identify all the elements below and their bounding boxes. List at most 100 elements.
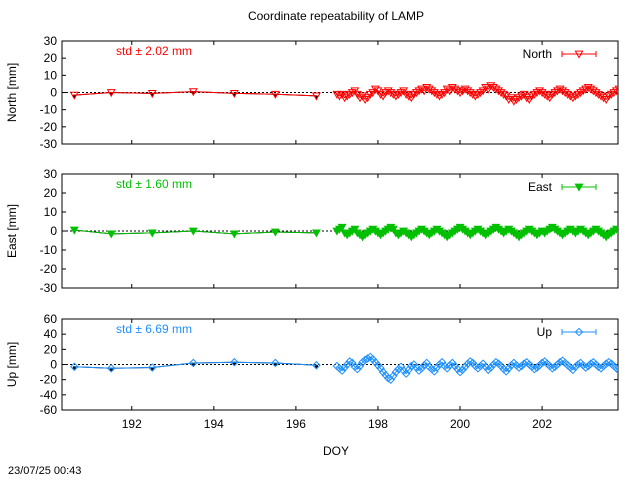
north-hourly-point xyxy=(617,89,618,91)
up-data xyxy=(70,352,640,384)
up-daily-point xyxy=(106,363,116,373)
east-ytick-label: 10 xyxy=(44,205,58,219)
north-hourly-point xyxy=(481,83,491,92)
north-legend-marker xyxy=(574,50,584,59)
up-hourly-point xyxy=(491,357,501,367)
north-hourly-point xyxy=(432,90,442,99)
north-hourly-point xyxy=(631,91,638,97)
north-ytick-label: 30 xyxy=(44,34,58,48)
up-hourly-point xyxy=(414,366,424,375)
east-daily-point xyxy=(106,230,116,239)
north-data xyxy=(69,82,640,106)
up-hourly-point xyxy=(631,362,638,369)
up-hourly-point xyxy=(363,354,373,363)
north-hourly-point xyxy=(626,95,633,101)
north-hourly-point xyxy=(478,87,488,96)
up-hourly-point xyxy=(555,357,565,367)
up-ytick-label: -20 xyxy=(40,373,58,387)
up-hourly-point xyxy=(406,361,416,371)
up-hourly-point xyxy=(358,357,367,367)
up-hourly-point xyxy=(348,358,357,368)
up-hourly-point xyxy=(355,361,365,371)
north-hourly-point xyxy=(442,85,452,94)
up-hourly-point xyxy=(537,358,547,368)
east-ytick-label: 20 xyxy=(44,186,58,200)
up-hourly-point xyxy=(435,360,444,369)
up-daily-point xyxy=(312,360,321,370)
up-hourly-point xyxy=(614,367,618,374)
up-hourly-point xyxy=(636,358,640,365)
north-daily-point xyxy=(147,89,157,98)
east-ytick-label: 0 xyxy=(50,224,57,238)
up-hourly-point xyxy=(599,361,608,371)
north-hourly-point xyxy=(363,94,373,103)
north-hourly-point xyxy=(332,90,342,99)
east-data xyxy=(69,223,640,242)
north-y-axis-label: North [mm] xyxy=(5,63,19,122)
east-daily-point xyxy=(229,230,239,239)
up-hourly-point xyxy=(340,363,349,372)
east-hourly-point xyxy=(623,226,630,232)
up-ytick-label: 20 xyxy=(44,342,58,356)
up-hourly-point xyxy=(604,357,614,367)
north-hourly-point xyxy=(633,90,640,96)
east-ytick-label: -20 xyxy=(40,262,58,276)
up-hourly-point xyxy=(573,360,583,369)
north-hourly-point xyxy=(440,89,450,98)
north-hourly-point xyxy=(406,94,416,103)
east-daily-point xyxy=(147,229,157,238)
north-hourly-point xyxy=(376,90,385,99)
up-daily-line xyxy=(74,361,317,369)
panel-east: 30 20 10 0 -10 -20 -30 East [mm] std ± 1.60 mm Ea… xyxy=(5,167,640,295)
up-hourly-point xyxy=(353,364,362,374)
up-ytick-label: -60 xyxy=(40,403,58,417)
north-daily-point xyxy=(106,89,116,98)
east-hourly-point xyxy=(633,230,640,236)
up-hourly-point xyxy=(617,366,618,369)
up-hourly-point xyxy=(401,369,411,378)
x-tick-label: 196 xyxy=(286,417,306,431)
north-hourly-point xyxy=(453,87,462,96)
up-ytick-label: 40 xyxy=(44,327,58,341)
up-hourly-point xyxy=(530,364,539,374)
north-ytick-label: 20 xyxy=(44,51,58,65)
east-hourly-point xyxy=(337,223,347,232)
north-hourly-point xyxy=(483,85,493,94)
up-hourly-point xyxy=(465,357,475,366)
up-hourly-point xyxy=(389,371,398,381)
timestamp-footer: 23/07/25 00:43 xyxy=(8,465,81,477)
up-hourly-point xyxy=(394,364,403,374)
north-hourly-point xyxy=(621,91,628,97)
up-hourly-point xyxy=(432,363,442,372)
east-hourly-point xyxy=(350,225,360,234)
north-hourly-point xyxy=(468,90,478,99)
north-hourly-point xyxy=(614,85,618,92)
north-hourly-point xyxy=(636,91,640,97)
up-hourly-point xyxy=(504,363,514,373)
up-ytick-label: 0 xyxy=(50,358,57,372)
north-hourly-point xyxy=(368,89,378,98)
east-legend-label: East xyxy=(528,180,553,194)
up-hourly-point xyxy=(550,362,560,372)
up-hourly-point xyxy=(455,367,465,377)
north-legend-label: North xyxy=(523,47,552,61)
east-hourly-point xyxy=(621,228,628,234)
panel-north: 30 20 10 0 -10 -20 -30 North [mm] std ± 2.02 mm N… xyxy=(5,34,640,151)
north-hourly-point xyxy=(388,90,398,99)
up-hourly-point xyxy=(337,366,347,375)
north-hourly-point xyxy=(601,95,611,104)
up-ytick-label: 60 xyxy=(44,312,58,326)
up-hourly-point xyxy=(376,363,385,373)
up-hourly-point xyxy=(417,363,426,373)
up-hourly-point xyxy=(360,355,370,365)
x-tick-label: 192 xyxy=(122,417,142,431)
up-hourly-point xyxy=(437,357,447,367)
north-ytick-label: -20 xyxy=(40,120,58,134)
east-hourly-point xyxy=(636,232,640,238)
north-ytick-label: 10 xyxy=(44,68,58,82)
east-daily-point xyxy=(188,227,198,236)
east-hourly-point xyxy=(388,225,398,234)
north-hourly-point xyxy=(565,92,575,101)
